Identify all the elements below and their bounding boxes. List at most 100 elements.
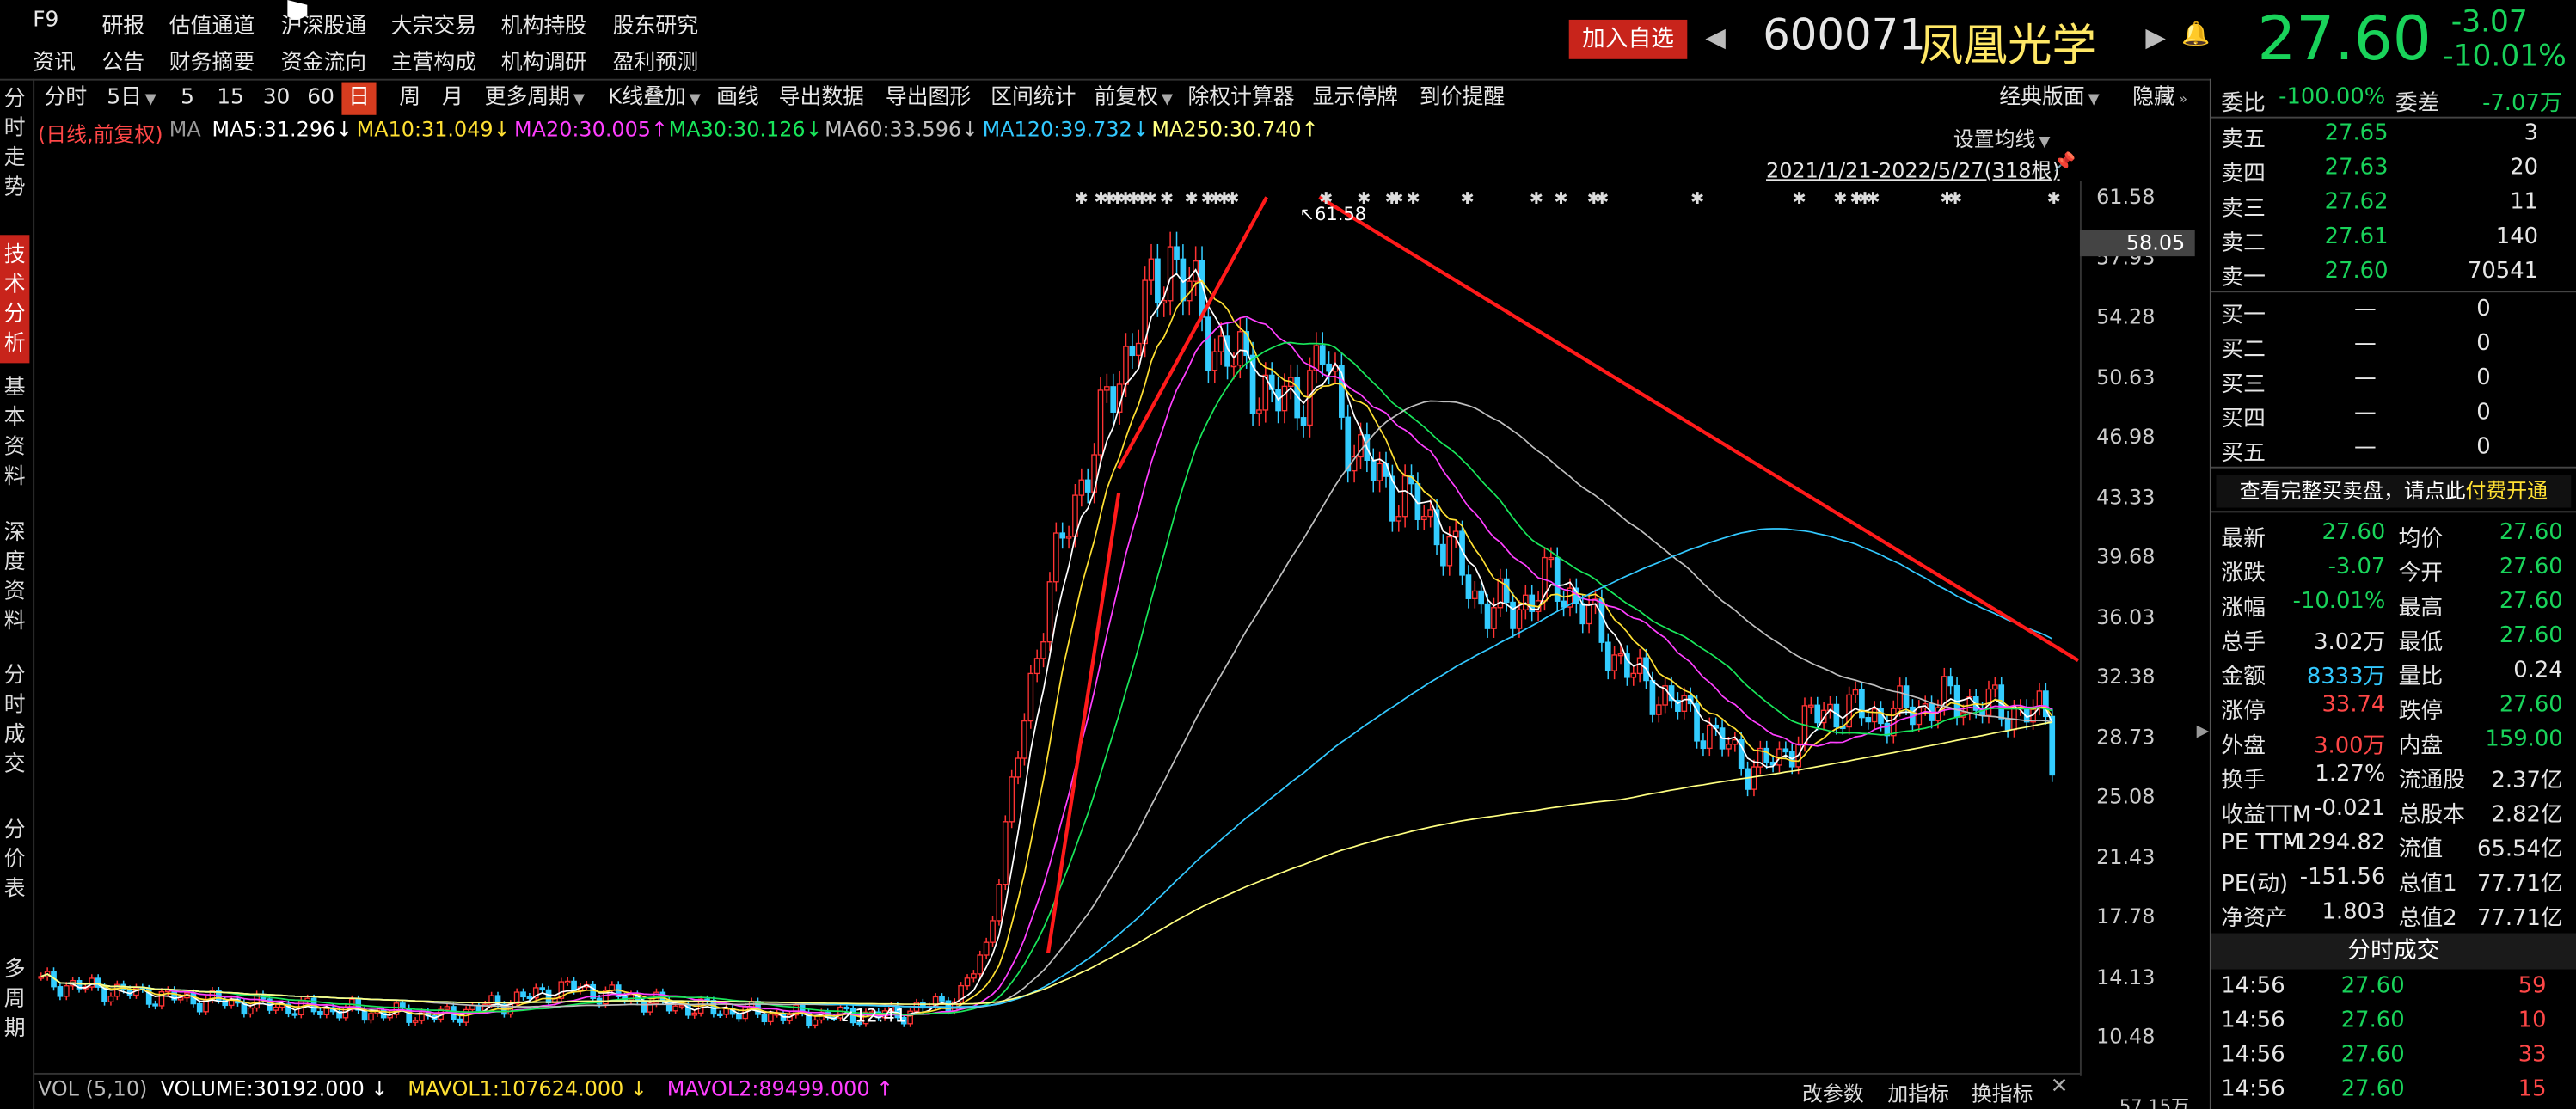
ma-settings-button[interactable]: 设置均线 ▼ — [1953, 126, 2051, 151]
event-marker-icon[interactable]: ✱ — [1867, 188, 1880, 208]
menu-capital-flow[interactable]: 资金流向 — [280, 51, 367, 76]
event-marker-icon[interactable]: ✱ — [2047, 188, 2061, 208]
candle-body — [1516, 609, 1523, 629]
menu-valuation[interactable]: 估值通道 — [169, 15, 255, 40]
event-marker-icon[interactable]: ✱ — [1849, 188, 1863, 208]
event-marker-icon[interactable]: ✱ — [1793, 188, 1806, 208]
event-marker-icon[interactable]: ✱ — [1201, 188, 1215, 208]
close-icon[interactable]: ✕ — [2050, 1074, 2069, 1100]
left-tab-0[interactable]: 分时走势 — [3, 87, 26, 201]
candle-body — [1782, 748, 1789, 753]
event-marker-icon[interactable]: ✱ — [1530, 188, 1543, 208]
event-marker-icon[interactable]: ✱ — [1319, 188, 1333, 208]
event-marker-icon[interactable]: ✱ — [1941, 188, 1954, 208]
toolbar-item-7[interactable]: 周 — [399, 83, 420, 115]
event-marker-icon[interactable]: ✱ — [1209, 188, 1223, 208]
toolbar-item-10[interactable]: K线叠加 ▼ — [608, 83, 701, 115]
candle-body — [247, 1007, 254, 1015]
stat-label: 换手 — [2221, 767, 2266, 794]
event-marker-icon[interactable]: ✱ — [1385, 188, 1399, 208]
menu-research[interactable]: 研报 — [101, 15, 145, 40]
event-marker-icon[interactable]: ✱ — [1127, 188, 1141, 208]
toolbar-item-6[interactable]: 日 — [341, 82, 377, 115]
toolbar-item-15[interactable]: 前复权 ▼ — [1095, 83, 1174, 115]
ask-price: 27.61 — [2324, 223, 2389, 250]
layout-select[interactable]: 经典版面 ▼ — [1999, 85, 2100, 111]
upgrade-banner[interactable]: 查看完整买卖盘，请点此付费开通 — [2216, 475, 2572, 508]
left-tab-3[interactable]: 深度资料 — [3, 520, 26, 634]
event-marker-icon[interactable]: ✱ — [1461, 188, 1475, 208]
toolbar-item-13[interactable]: 导出图形 — [886, 83, 971, 115]
add-watchlist-button[interactable]: 加入自选 — [1568, 19, 1688, 59]
candlestick-chart[interactable]: ✱ ✱✱✱✱✱✱✱ ✱ ✱ ✱✱✱✱ ✱ ✱ ✱✱ ✱ ✱ ✱ ✱ ✱✱ ✱ ✱ ✱ ✱✱✱ ✱✱ ✱↖61.58↙… — [34, 181, 2082, 1068]
toolbar-item-18[interactable]: 到价提醒 — [1420, 83, 1505, 115]
toolbar-item-1[interactable]: 5日 ▼ — [107, 83, 156, 115]
event-marker-icon[interactable]: ✱ — [1555, 188, 1568, 208]
event-marker-icon[interactable]: ✱ — [1407, 188, 1420, 208]
collapse-arrow-icon[interactable]: ▶ — [2196, 722, 2210, 741]
candle-body — [545, 989, 552, 1004]
toolbar-item-16[interactable]: 除权计算器 — [1187, 83, 1294, 115]
event-marker-icon[interactable]: ✱ — [1690, 188, 1704, 208]
event-marker-icon[interactable]: ✱ — [1833, 188, 1847, 208]
change-indicator-button[interactable]: 换指标 — [1971, 1081, 2033, 1106]
hide-button[interactable]: 隐藏» — [2132, 85, 2188, 111]
left-tab-1[interactable]: 技术分析 — [0, 235, 30, 364]
event-marker-icon[interactable]: ✱ — [1102, 188, 1116, 208]
event-marker-icon[interactable]: ✱ — [1119, 188, 1132, 208]
menu-finance[interactable]: 财务摘要 — [169, 51, 255, 76]
event-marker-icon[interactable]: ✱ — [1357, 188, 1371, 208]
candle-body — [1046, 581, 1053, 643]
candle-body — [1694, 702, 1700, 742]
toolbar-item-9[interactable]: 更多周期 ▼ — [485, 83, 585, 115]
event-marker-icon[interactable]: ✱ — [1095, 188, 1108, 208]
menu-business[interactable]: 主营构成 — [390, 51, 477, 76]
edit-params-button[interactable]: 改参数 — [1802, 1081, 1864, 1106]
event-marker-icon[interactable]: ✱ — [1144, 188, 1157, 208]
toolbar-item-4[interactable]: 30 — [263, 83, 291, 115]
toolbar-item-12[interactable]: 导出数据 — [779, 83, 864, 115]
left-tab-4[interactable]: 分时成交 — [3, 664, 26, 777]
toolbar-item-label: 区间统计 — [991, 85, 1076, 111]
toolbar-item-11[interactable]: 画线 — [716, 83, 759, 115]
event-marker-icon[interactable]: ✱ — [1135, 188, 1149, 208]
menu-news[interactable]: 资讯 — [33, 51, 76, 76]
menu-block-trade[interactable]: 大宗交易 — [390, 15, 477, 40]
event-marker-icon[interactable]: ✱ — [1225, 188, 1239, 208]
pin-icon[interactable]: 📌 — [2053, 150, 2076, 173]
toolbar-item-0[interactable]: 分时 — [45, 83, 88, 115]
toolbar-item-5[interactable]: 60 — [307, 83, 334, 115]
menu-inst-holding[interactable]: 机构持股 — [500, 15, 587, 40]
toolbar-item-3[interactable]: 15 — [217, 83, 244, 115]
bell-icon[interactable]: 🔔 — [2181, 21, 2211, 48]
toolbar-item-17[interactable]: 显示停牌 — [1313, 83, 1398, 115]
left-tab-5[interactable]: 分价表 — [3, 818, 26, 903]
event-marker-icon[interactable]: ✱ — [1160, 188, 1174, 208]
candle-body — [1097, 389, 1104, 456]
toolbar-item-2[interactable]: 5 — [181, 83, 194, 115]
event-marker-icon[interactable]: ✱ — [1858, 188, 1872, 208]
next-stock-icon[interactable]: ▶ — [2145, 21, 2166, 53]
event-marker-icon[interactable]: ✱ — [1595, 188, 1609, 208]
toolbar-item-14[interactable]: 区间统计 — [991, 83, 1076, 115]
menu-shareholder[interactable]: 股东研究 — [612, 15, 699, 40]
left-tab-2[interactable]: 基本资料 — [3, 376, 26, 490]
event-marker-icon[interactable]: ✱ — [1075, 188, 1089, 208]
event-marker-icon[interactable]: ✱ — [1389, 188, 1403, 208]
menu-notice[interactable]: 公告 — [101, 51, 145, 76]
menu-forecast[interactable]: 盈利预测 — [612, 51, 699, 76]
candle-body — [1351, 456, 1358, 472]
left-tab-6[interactable]: 多周期 — [3, 958, 26, 1042]
prev-stock-icon[interactable]: ◀ — [1705, 21, 1726, 53]
y-tick-label: 50.63 — [2096, 364, 2156, 389]
event-marker-icon[interactable]: ✱ — [1217, 188, 1231, 208]
menu-inst-survey[interactable]: 机构调研 — [500, 51, 587, 76]
y-tick-label: 14.13 — [2096, 963, 2156, 989]
event-marker-icon[interactable]: ✱ — [1111, 188, 1125, 208]
event-marker-icon[interactable]: ✱ — [1948, 188, 1962, 208]
add-indicator-button[interactable]: 加指标 — [1887, 1081, 1950, 1106]
event-marker-icon[interactable]: ✱ — [1185, 188, 1199, 208]
event-marker-icon[interactable]: ✱ — [1587, 188, 1601, 208]
toolbar-item-8[interactable]: 月 — [442, 83, 463, 115]
menu-f9[interactable]: F9 — [33, 8, 59, 34]
